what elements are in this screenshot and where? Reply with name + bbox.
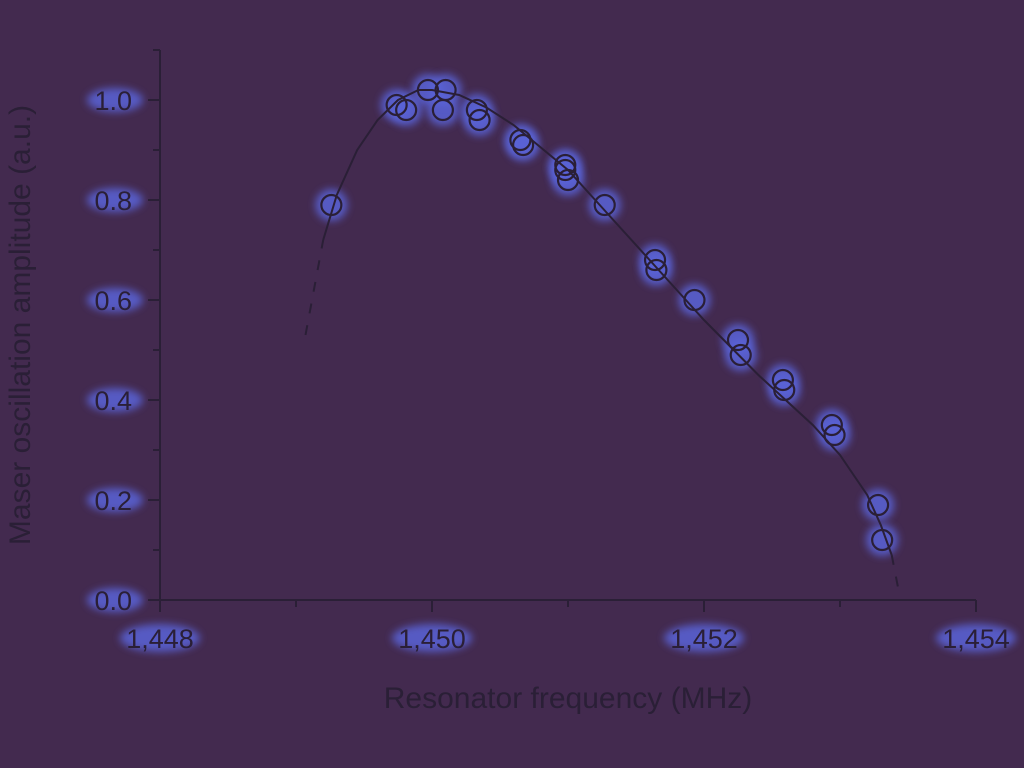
y-tick-label: 0.2 — [94, 486, 132, 516]
x-tick-label: 1,452 — [670, 624, 738, 654]
data-point — [823, 423, 846, 447]
data-point — [554, 153, 577, 177]
data-points — [320, 78, 894, 552]
fit-lines — [304, 89, 900, 591]
data-point — [820, 413, 843, 437]
y-tick-glow — [87, 188, 143, 212]
fit-curve-extrapolation — [890, 554, 900, 591]
y-tick-label: 0.6 — [94, 286, 132, 316]
y-tick-label: 1.0 — [94, 86, 132, 116]
data-point — [554, 158, 577, 182]
data-point-glow — [862, 489, 895, 521]
y-tick-glow — [87, 88, 143, 112]
y-tick-label: 0.0 — [94, 586, 132, 616]
data-point — [556, 168, 580, 192]
y-tick-label: 0.4 — [94, 386, 132, 416]
data-point-glow — [429, 74, 462, 106]
data-point — [771, 368, 794, 392]
data-point — [465, 98, 488, 122]
y-tick-glow — [87, 588, 143, 612]
x-tick-glow — [936, 624, 1016, 652]
data-point — [683, 288, 706, 312]
data-point — [643, 248, 667, 272]
x-axis-label: Resonator frequency (MHz) — [384, 682, 752, 715]
data-point — [729, 343, 752, 367]
fit-curve-extrapolation — [304, 239, 325, 336]
data-point-glow — [588, 189, 621, 221]
x-tick-label: 1,450 — [398, 624, 466, 654]
data-point — [468, 108, 491, 132]
x-tick-glow — [664, 624, 744, 652]
data-point — [866, 493, 890, 517]
x-tick-label: 1,448 — [126, 624, 194, 654]
data-point — [320, 193, 343, 217]
glow-layer — [87, 74, 1016, 652]
y-tick-glow — [87, 388, 143, 412]
data-point — [645, 258, 668, 282]
labels: Resonator frequency (MHz) Maser oscillat… — [4, 105, 752, 715]
x-tick-label: 1,454 — [942, 624, 1010, 654]
data-point — [434, 78, 457, 102]
data-point-glow — [507, 129, 540, 161]
data-point — [726, 328, 750, 352]
y-tick-glow — [87, 288, 143, 312]
data-point-glow — [315, 189, 348, 221]
x-tick-glow — [120, 624, 200, 652]
data-point-glow — [724, 339, 757, 371]
data-point — [395, 98, 418, 122]
data-point — [416, 78, 440, 102]
fit-curve — [322, 89, 893, 556]
data-point — [593, 193, 616, 217]
data-point — [871, 528, 894, 552]
data-point — [773, 378, 796, 402]
y-tick-glow — [87, 488, 143, 512]
x-tick-glow — [392, 624, 472, 652]
data-point — [512, 133, 535, 157]
data-point-glow — [678, 284, 711, 316]
y-tick-label: 0.8 — [94, 186, 132, 216]
y-axis-label: Maser oscillation amplitude (a.u.) — [4, 105, 37, 545]
axes: 0.0 0.2 0.4 0.6 0.8 1.0 1,448 1,450 1,452 1,454 — [94, 49, 1010, 654]
data-point — [509, 128, 532, 152]
